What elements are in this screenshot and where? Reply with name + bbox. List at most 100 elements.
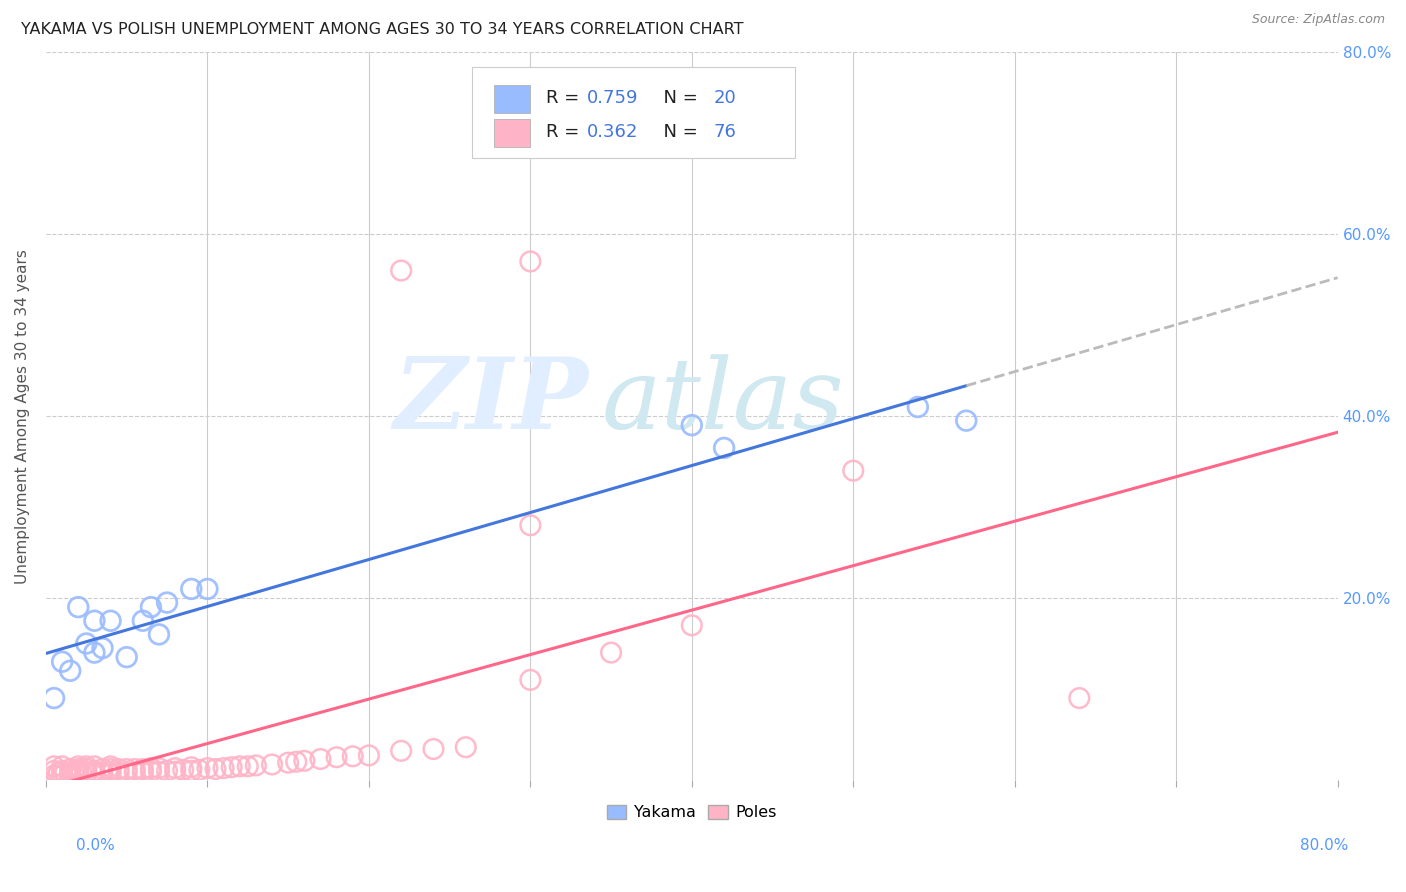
Point — [53, 765, 76, 780]
Point — [139, 764, 162, 779]
Point — [245, 758, 267, 772]
Text: 0.759: 0.759 — [588, 89, 638, 107]
Point — [148, 761, 170, 775]
Point — [48, 765, 70, 780]
Point — [325, 750, 347, 764]
Point — [59, 768, 82, 782]
Point — [75, 636, 97, 650]
Point — [51, 764, 73, 778]
Point — [357, 748, 380, 763]
Point — [42, 764, 65, 778]
Point — [519, 518, 541, 533]
Point — [115, 650, 138, 665]
Point — [519, 673, 541, 687]
Point — [148, 627, 170, 641]
Point — [91, 765, 114, 780]
Point — [422, 742, 444, 756]
Point — [83, 765, 105, 780]
Point — [51, 655, 73, 669]
Point — [139, 761, 162, 775]
Text: Source: ZipAtlas.com: Source: ZipAtlas.com — [1251, 13, 1385, 27]
Point — [600, 646, 623, 660]
Point — [100, 614, 122, 628]
Point — [83, 759, 105, 773]
Point — [389, 263, 412, 277]
FancyBboxPatch shape — [472, 67, 796, 158]
Text: 0.362: 0.362 — [588, 123, 638, 141]
Text: N =: N = — [652, 89, 703, 107]
Point — [100, 762, 122, 776]
Point — [1069, 691, 1091, 706]
Point — [51, 759, 73, 773]
Point — [309, 752, 332, 766]
Text: ZIP: ZIP — [394, 353, 589, 450]
Text: N =: N = — [652, 123, 703, 141]
Point — [156, 764, 179, 778]
Point — [132, 765, 155, 780]
Point — [212, 761, 235, 775]
Text: R =: R = — [546, 89, 585, 107]
Point — [139, 600, 162, 615]
Point — [124, 765, 146, 780]
Point — [83, 646, 105, 660]
Point — [132, 762, 155, 776]
Y-axis label: Unemployment Among Ages 30 to 34 years: Unemployment Among Ages 30 to 34 years — [15, 249, 30, 583]
Text: 0.0%: 0.0% — [76, 838, 115, 853]
Point — [70, 766, 93, 780]
Point — [46, 768, 69, 782]
Text: 20: 20 — [714, 89, 737, 107]
Point — [42, 759, 65, 773]
Point — [67, 768, 90, 782]
Bar — [494, 85, 530, 112]
Point — [59, 765, 82, 780]
Point — [59, 664, 82, 678]
Point — [67, 762, 90, 776]
Point — [389, 744, 412, 758]
Point — [67, 765, 90, 780]
Point — [228, 759, 250, 773]
Point — [59, 762, 82, 776]
Text: R =: R = — [546, 123, 585, 141]
Point — [188, 763, 211, 777]
Point — [285, 755, 308, 769]
Point — [100, 767, 122, 781]
Text: YAKAMA VS POLISH UNEMPLOYMENT AMONG AGES 30 TO 34 YEARS CORRELATION CHART: YAKAMA VS POLISH UNEMPLOYMENT AMONG AGES… — [21, 22, 744, 37]
Point — [107, 765, 129, 780]
Point — [115, 762, 138, 776]
Point — [519, 254, 541, 268]
Point — [75, 765, 97, 780]
Text: 76: 76 — [714, 123, 737, 141]
Point — [180, 764, 202, 778]
Point — [342, 749, 364, 764]
Point — [180, 760, 202, 774]
Point — [197, 761, 219, 775]
Point — [165, 764, 187, 779]
Point — [100, 759, 122, 773]
Point — [124, 762, 146, 776]
Point — [67, 764, 90, 778]
Point — [221, 760, 243, 774]
Point — [91, 762, 114, 776]
Point — [63, 764, 86, 779]
Point — [713, 441, 735, 455]
Point — [91, 641, 114, 656]
Text: atlas: atlas — [602, 354, 844, 450]
Point — [197, 582, 219, 596]
Point — [148, 764, 170, 779]
Point — [42, 768, 65, 782]
Point — [842, 464, 865, 478]
Point — [260, 757, 283, 772]
Bar — [494, 120, 530, 147]
Point — [292, 754, 315, 768]
Point — [100, 764, 122, 779]
Point — [955, 414, 977, 428]
Point — [67, 600, 90, 615]
Point — [180, 582, 202, 596]
Point — [204, 762, 226, 776]
Point — [236, 759, 259, 773]
Legend: Yakama, Poles: Yakama, Poles — [600, 798, 783, 827]
Point — [51, 768, 73, 782]
Point — [132, 614, 155, 628]
Point — [62, 767, 84, 781]
Point — [83, 768, 105, 782]
